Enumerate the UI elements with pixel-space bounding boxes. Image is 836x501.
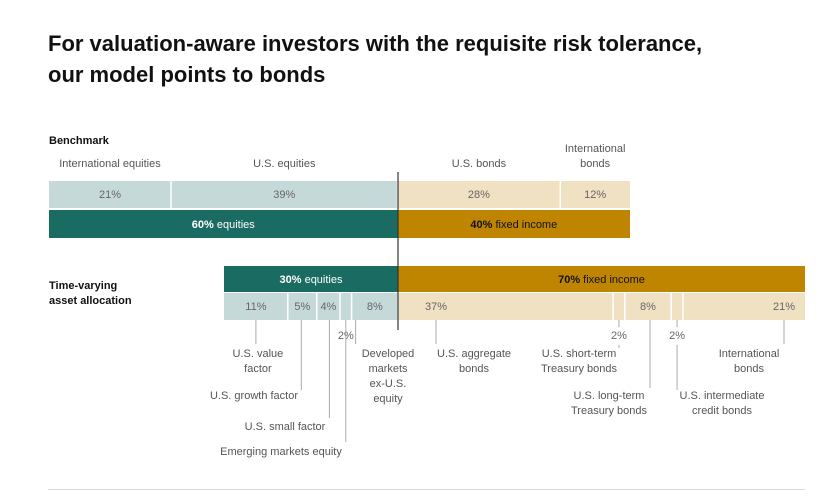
tvaa-callout-8: U.S. long-term Treasury bonds (571, 390, 648, 417)
benchmark-category-1: International equities (59, 158, 161, 170)
tvaa-callout-2: U.S. growth factor (210, 390, 298, 402)
tvaa-bar-8 (624, 293, 672, 320)
tvaa-callout-6: U.S. aggregate bonds (437, 348, 511, 375)
tvaa-bar-4 (340, 293, 352, 320)
tvaa-label-line-2: asset allocation (49, 295, 132, 307)
tvaa-label-line-1: Time-varying (49, 280, 117, 292)
tvaa-value-8: 8% (640, 301, 656, 313)
benchmark-total-bar-2 (397, 210, 630, 238)
benchmark-label: Benchmark (49, 135, 110, 147)
tvaa-callout-1: U.S. value factor (233, 348, 284, 375)
benchmark-total-label-1: 60% equities (192, 219, 256, 231)
tvaa-value-2: 5% (294, 301, 310, 313)
benchmark-value-2: 39% (273, 189, 295, 201)
tvaa-bar-3 (316, 293, 340, 320)
tvaa-bar-5 (351, 293, 398, 320)
benchmark-bar-2 (171, 181, 398, 208)
benchmark-bar-1 (49, 181, 172, 208)
benchmark-value-3: 28% (468, 189, 490, 201)
tvaa-value-10: 21% (773, 301, 795, 313)
tvaa-callout-10: International bonds (719, 348, 780, 375)
benchmark-category-3: U.S. bonds (452, 158, 507, 170)
tvaa-bar-6 (398, 293, 614, 320)
tvaa-value-1: 11% (245, 301, 266, 313)
tvaa-total-label-2: 70% fixed income (558, 274, 645, 286)
footer-divider (48, 489, 805, 490)
benchmark-value-1: 21% (99, 189, 121, 201)
tvaa-callout-7: U.S. short-term Treasury bonds (541, 348, 618, 375)
benchmark-total-bar-1 (49, 210, 398, 238)
benchmark-total-label-2: 40% fixed income (470, 219, 557, 231)
tvaa-callout-5: Developed markets ex-U.S. equity (362, 348, 415, 405)
tvaa-value-3: 4% (320, 301, 336, 313)
chart-title-line-2: our model points to bonds (48, 62, 326, 87)
benchmark-bar-3 (397, 181, 561, 208)
tvaa-total-bar-1 (224, 266, 398, 292)
tvaa-bar-10 (682, 293, 805, 320)
tvaa-bar-1 (224, 293, 288, 320)
chart-title-line-1: For valuation-aware investors with the r… (48, 31, 703, 56)
benchmark-category-2: U.S. equities (253, 158, 316, 170)
tvaa-total-label-1: 30% equities (279, 274, 343, 286)
tvaa-total-bar-2 (398, 266, 805, 292)
tvaa-callout-4: Emerging markets equity (220, 446, 342, 458)
tvaa-callout-3: U.S. small factor (245, 421, 326, 433)
tvaa-bar-7 (613, 293, 625, 320)
tvaa-value-9: 2% (669, 330, 685, 342)
tvaa-value-6: 37% (425, 301, 447, 313)
tvaa-value-7: 2% (611, 330, 627, 342)
tvaa-bar-9 (671, 293, 683, 320)
benchmark-bar-4 (560, 181, 630, 208)
tvaa-value-5: 8% (367, 301, 383, 313)
tvaa-bar-2 (287, 293, 317, 320)
chart-title: For valuation-aware investors with the r… (48, 28, 808, 90)
benchmark-value-4: 12% (584, 189, 606, 201)
benchmark-category-4: International bonds (565, 143, 626, 170)
tvaa-callout-9: U.S. intermediate credit bonds (680, 390, 765, 417)
